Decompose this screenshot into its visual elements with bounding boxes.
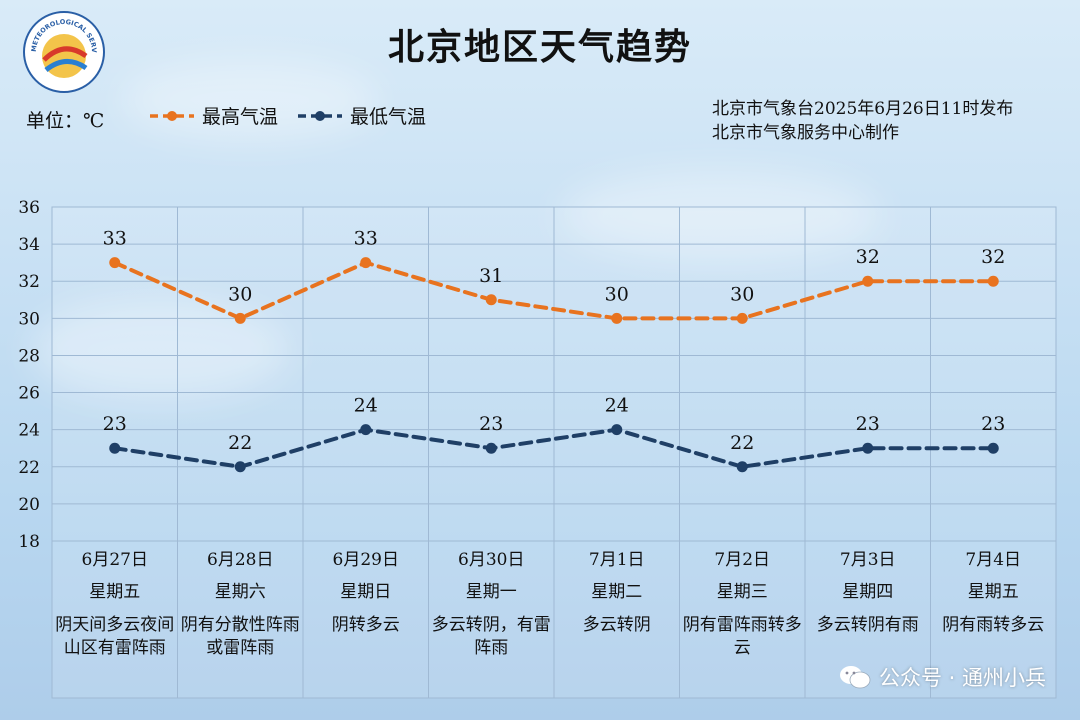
day-date: 6月30日 bbox=[458, 550, 525, 570]
data-point bbox=[360, 257, 372, 269]
data-point bbox=[736, 312, 748, 324]
data-point bbox=[360, 424, 372, 436]
day-column: 7月3日星期四多云转阴有雨 bbox=[805, 548, 931, 637]
page-title: 北京地区天气趋势 bbox=[387, 26, 692, 68]
data-label: 33 bbox=[354, 228, 378, 250]
cloud-decoration bbox=[560, 170, 880, 260]
legend-label-high: 最高气温 bbox=[202, 106, 279, 128]
data-point bbox=[987, 442, 999, 454]
data-label: 23 bbox=[103, 413, 127, 435]
day-column: 6月30日星期一多云转阴，有雷阵雨 bbox=[429, 548, 555, 660]
day-weekday: 星期四 bbox=[842, 582, 894, 602]
day-weekday: 星期六 bbox=[214, 582, 266, 602]
data-label: 23 bbox=[981, 413, 1005, 435]
data-point bbox=[987, 275, 999, 287]
day-weekday: 星期三 bbox=[716, 582, 768, 602]
data-point bbox=[862, 442, 874, 454]
day-column: 6月29日星期日阴转多云 bbox=[303, 548, 429, 637]
data-point bbox=[862, 275, 874, 287]
y-tick-label: 20 bbox=[18, 495, 40, 515]
data-label: 33 bbox=[103, 228, 127, 250]
data-label: 32 bbox=[981, 246, 1005, 268]
y-axis: 18 20 22 24 26 28 30 32 34 36 bbox=[18, 198, 40, 552]
legend-item-high: 最高气温 bbox=[148, 102, 278, 129]
y-tick-label: 34 bbox=[18, 235, 40, 255]
data-label: 30 bbox=[730, 283, 754, 305]
day-weather: 多云转阴 bbox=[582, 615, 651, 635]
data-point bbox=[109, 257, 121, 269]
legend-low-line-icon bbox=[298, 110, 342, 121]
day-column: 6月27日星期五阴天间多云夜间山区有雷阵雨 bbox=[52, 548, 178, 660]
legend-item-low: 最低气温 bbox=[296, 102, 426, 129]
data-point bbox=[485, 294, 497, 306]
data-label: 23 bbox=[856, 413, 880, 435]
cloud-decoration bbox=[120, 60, 380, 140]
day-column: 6月28日星期六阴有分散性阵雨或雷阵雨 bbox=[178, 548, 304, 660]
data-point bbox=[485, 442, 497, 454]
series-line-high bbox=[112, 260, 996, 321]
watermark-text: 公众号 · 通州小兵 bbox=[878, 666, 1046, 690]
meteorological-service-logo: METEOROLOGICAL SERVICE 气象服务 bbox=[22, 10, 105, 93]
series-line-low bbox=[112, 427, 996, 469]
wechat-icon bbox=[839, 666, 871, 689]
y-tick-label: 36 bbox=[18, 198, 40, 218]
day-weather: 阴天间多云夜间山区有雷阵雨 bbox=[55, 615, 175, 658]
day-column: 7月4日星期五阴有雨转多云 bbox=[931, 548, 1057, 637]
day-date: 7月2日 bbox=[714, 550, 771, 570]
data-point bbox=[234, 461, 246, 473]
chart-series: 33 30 33 31 30 30 32 32 23 22 24 23 24 22 23 23 bbox=[103, 228, 1005, 473]
day-weekday: 星期五 bbox=[967, 582, 1019, 602]
legend-high-line-icon bbox=[150, 110, 194, 121]
day-weather: 多云转阴，有雷阵雨 bbox=[431, 615, 551, 658]
day-weather: 阴有雷阵雨转多云 bbox=[682, 615, 802, 658]
issuer-line-1: 北京市气象台2025年6月26日11时发布 bbox=[712, 99, 1014, 119]
y-tick-label: 30 bbox=[18, 309, 40, 329]
day-weather: 阴有雨转多云 bbox=[942, 615, 1045, 635]
y-tick-label: 22 bbox=[18, 458, 40, 478]
legend-label-low: 最低气温 bbox=[350, 106, 427, 128]
watermark: 公众号 · 通州小兵 bbox=[839, 662, 1046, 692]
day-date: 7月4日 bbox=[965, 550, 1022, 570]
chart-grid bbox=[51, 206, 1057, 699]
data-label: 31 bbox=[479, 265, 503, 287]
day-column: 7月1日星期二多云转阴 bbox=[554, 548, 680, 637]
day-date: 6月28日 bbox=[207, 550, 274, 570]
day-weekday: 星期一 bbox=[465, 582, 517, 602]
day-date: 7月3日 bbox=[839, 550, 896, 570]
day-date: 6月27日 bbox=[81, 550, 148, 570]
day-weekday: 星期日 bbox=[340, 582, 392, 602]
day-weekday: 星期二 bbox=[591, 582, 643, 602]
data-label: 30 bbox=[605, 283, 629, 305]
data-label: 30 bbox=[228, 283, 252, 305]
data-point bbox=[611, 424, 623, 436]
y-tick-label: 24 bbox=[18, 421, 40, 441]
day-weather: 阴有分散性阵雨或雷阵雨 bbox=[180, 615, 300, 658]
data-label: 22 bbox=[730, 432, 754, 454]
data-label: 24 bbox=[605, 395, 629, 417]
data-point bbox=[611, 312, 623, 324]
day-weather: 多云转阴有雨 bbox=[816, 615, 919, 635]
y-tick-label: 28 bbox=[18, 346, 40, 366]
data-point bbox=[234, 312, 246, 324]
data-label: 22 bbox=[228, 432, 252, 454]
day-column: 7月2日星期三阴有雷阵雨转多云 bbox=[680, 548, 806, 660]
data-label: 23 bbox=[479, 413, 503, 435]
issuer-line-2: 北京市气象服务中心制作 bbox=[712, 123, 899, 143]
unit-label: 单位：℃ bbox=[26, 110, 105, 132]
y-tick-label: 32 bbox=[18, 272, 40, 292]
day-weather: 阴转多云 bbox=[331, 615, 400, 635]
y-tick-label: 26 bbox=[18, 384, 40, 404]
data-label: 24 bbox=[354, 395, 378, 417]
day-weekday: 星期五 bbox=[89, 582, 141, 602]
day-date: 7月1日 bbox=[588, 550, 645, 570]
data-point bbox=[109, 442, 121, 454]
y-tick-label: 18 bbox=[18, 532, 40, 552]
day-date: 6月29日 bbox=[332, 550, 399, 570]
data-label: 32 bbox=[856, 246, 880, 268]
data-point bbox=[736, 461, 748, 473]
